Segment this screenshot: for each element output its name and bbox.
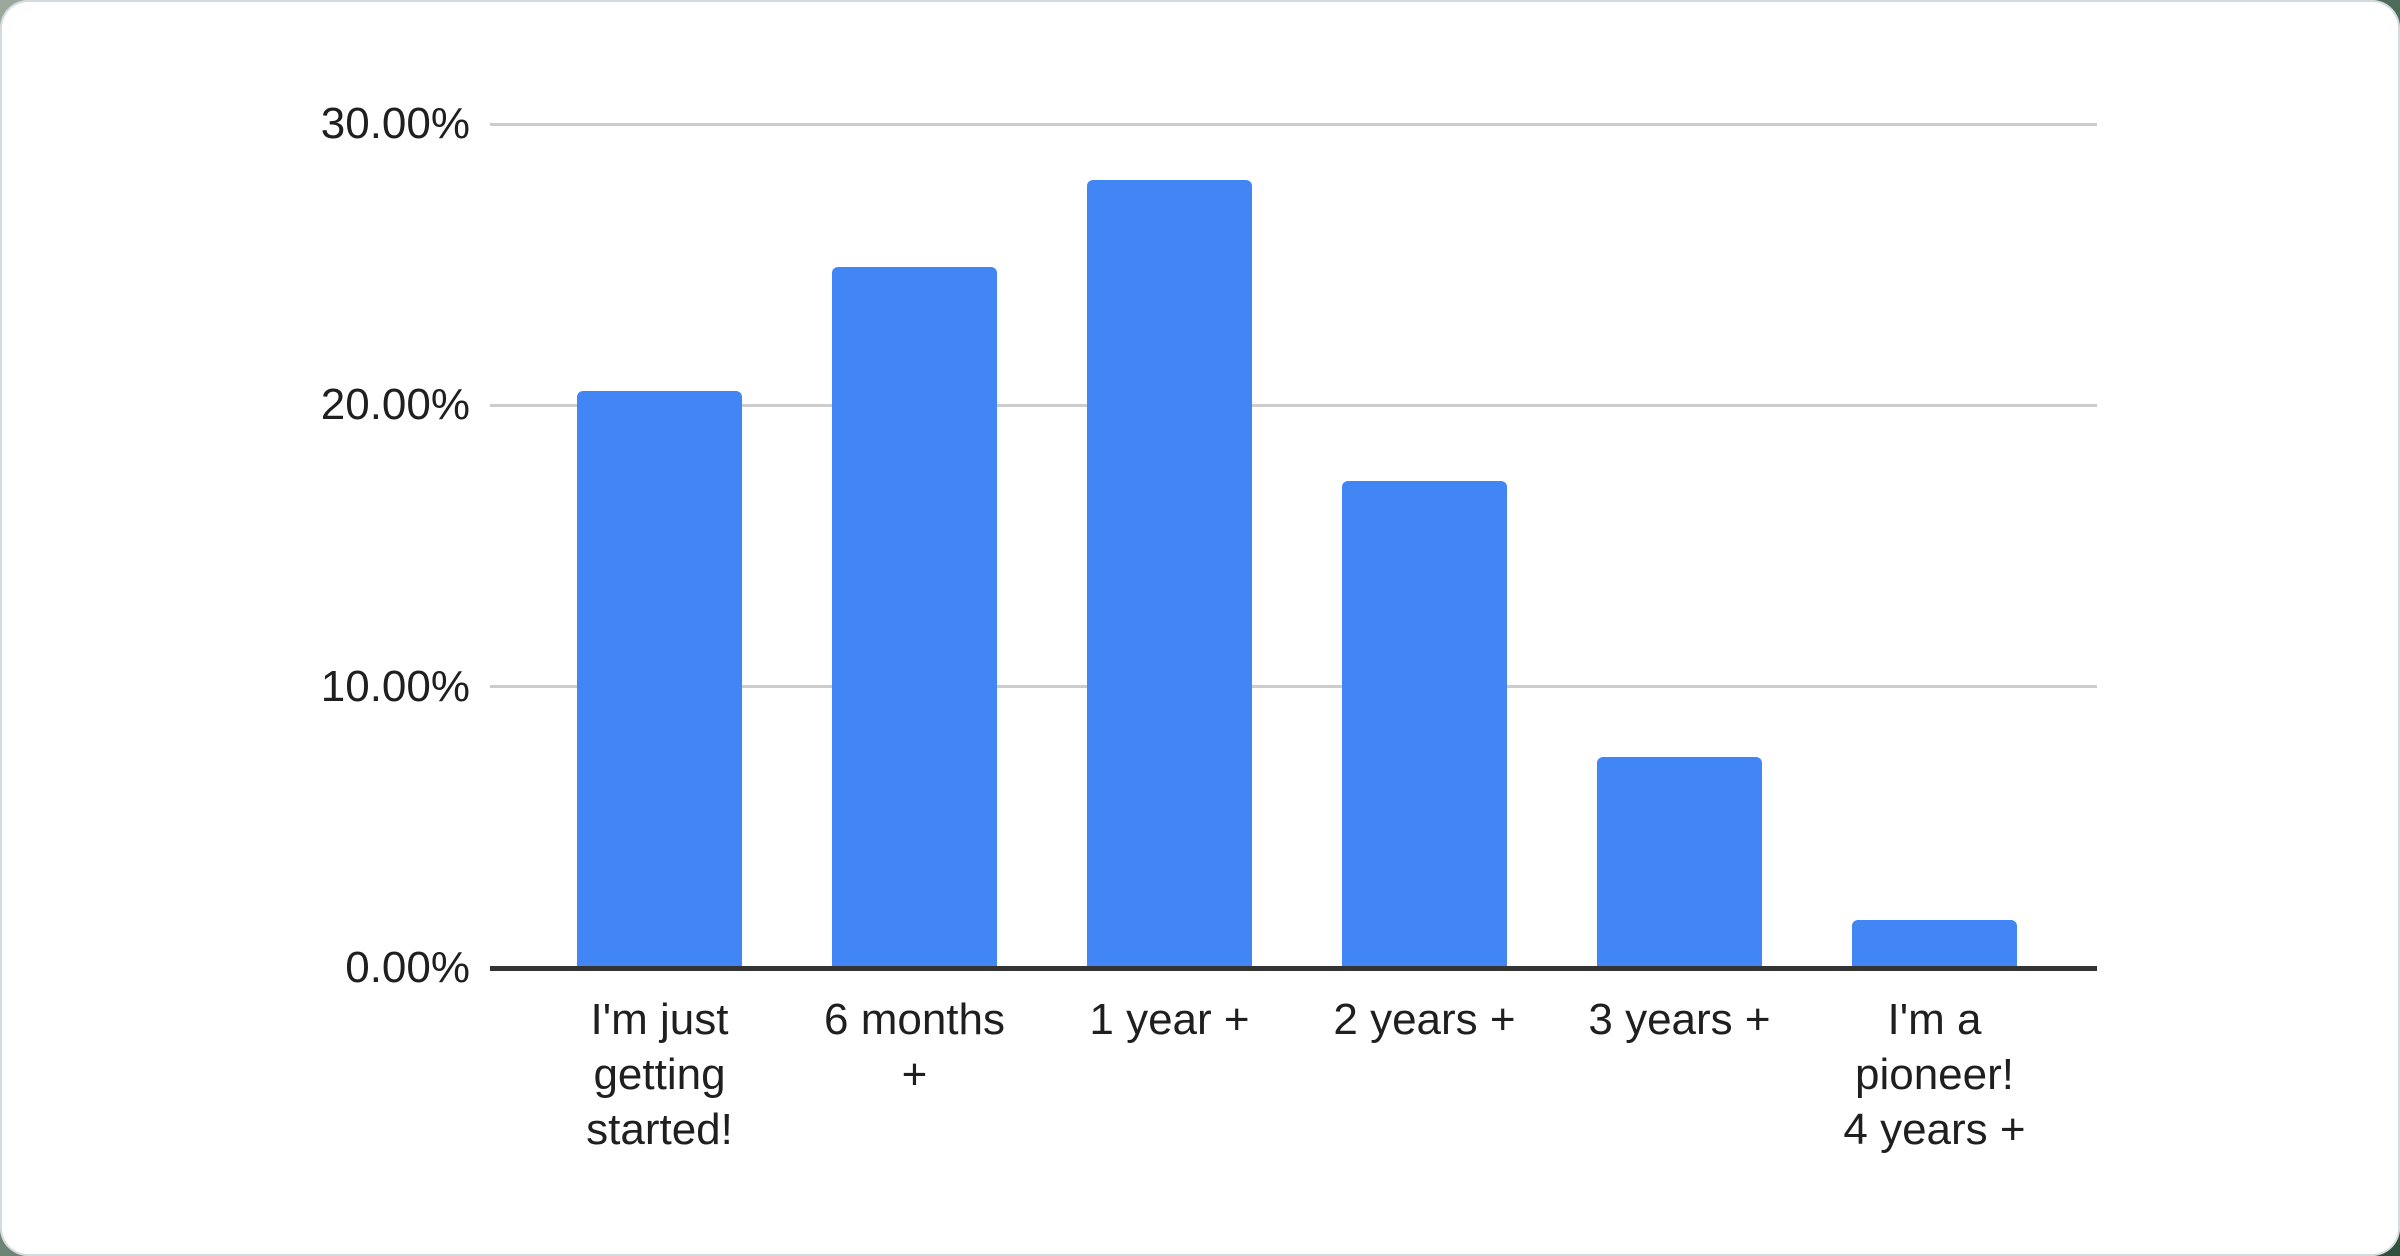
x-axis-label-line: 4 years + [1843, 1105, 2026, 1154]
x-axis-label-line: 1 year + [1089, 995, 1250, 1044]
x-axis-label-1-year: 1 year + [1045, 992, 1295, 1047]
x-axis-label-line: I'm a [1887, 995, 1982, 1044]
bar-3-years[interactable] [1597, 757, 1762, 968]
gridline-10-percent [490, 685, 2097, 689]
y-axis-label: 0.00% [345, 943, 470, 992]
gridline-30-percent [490, 122, 2097, 126]
x-axis-label-line: + [901, 1050, 928, 1099]
x-axis-label-line: I'm just [590, 995, 729, 1044]
bar-6-months[interactable] [832, 267, 997, 968]
x-axis-label-i-m-a-pioneer-4-years: I'm a pioneer! 4 years + [1810, 992, 2060, 1157]
gridline-20-percent [490, 403, 2097, 407]
y-axis-label: 10.00% [320, 661, 470, 711]
bar-i-m-just-getting-started[interactable] [577, 391, 742, 968]
x-axis-label-line: 3 years + [1588, 995, 1771, 1044]
x-axis-label-line: getting [593, 1050, 726, 1099]
x-axis-label-3-years: 3 years + [1555, 992, 1805, 1047]
x-axis-label-line: 2 years + [1333, 995, 1516, 1044]
y-axis-label: 30.00% [320, 99, 470, 148]
x-axis-label-2-years: 2 years + [1300, 992, 1550, 1047]
x-axis-label-6-months: 6 months + [790, 992, 1040, 1102]
bar-i-m-a-pioneer-4-years[interactable] [1852, 920, 2017, 968]
bar-1-year[interactable] [1087, 180, 1252, 968]
bar-2-years[interactable] [1342, 481, 1507, 968]
x-axis-label-line: pioneer! [1854, 1050, 2014, 1099]
x-axis-label-i-m-just-getting-started: I'm just getting started! [535, 992, 785, 1157]
y-axis-label: 20.00% [320, 380, 470, 430]
x-axis-label-line: started! [586, 1105, 733, 1154]
x-axis-line [490, 966, 2097, 971]
x-axis-label-line: 6 months [824, 995, 1005, 1044]
